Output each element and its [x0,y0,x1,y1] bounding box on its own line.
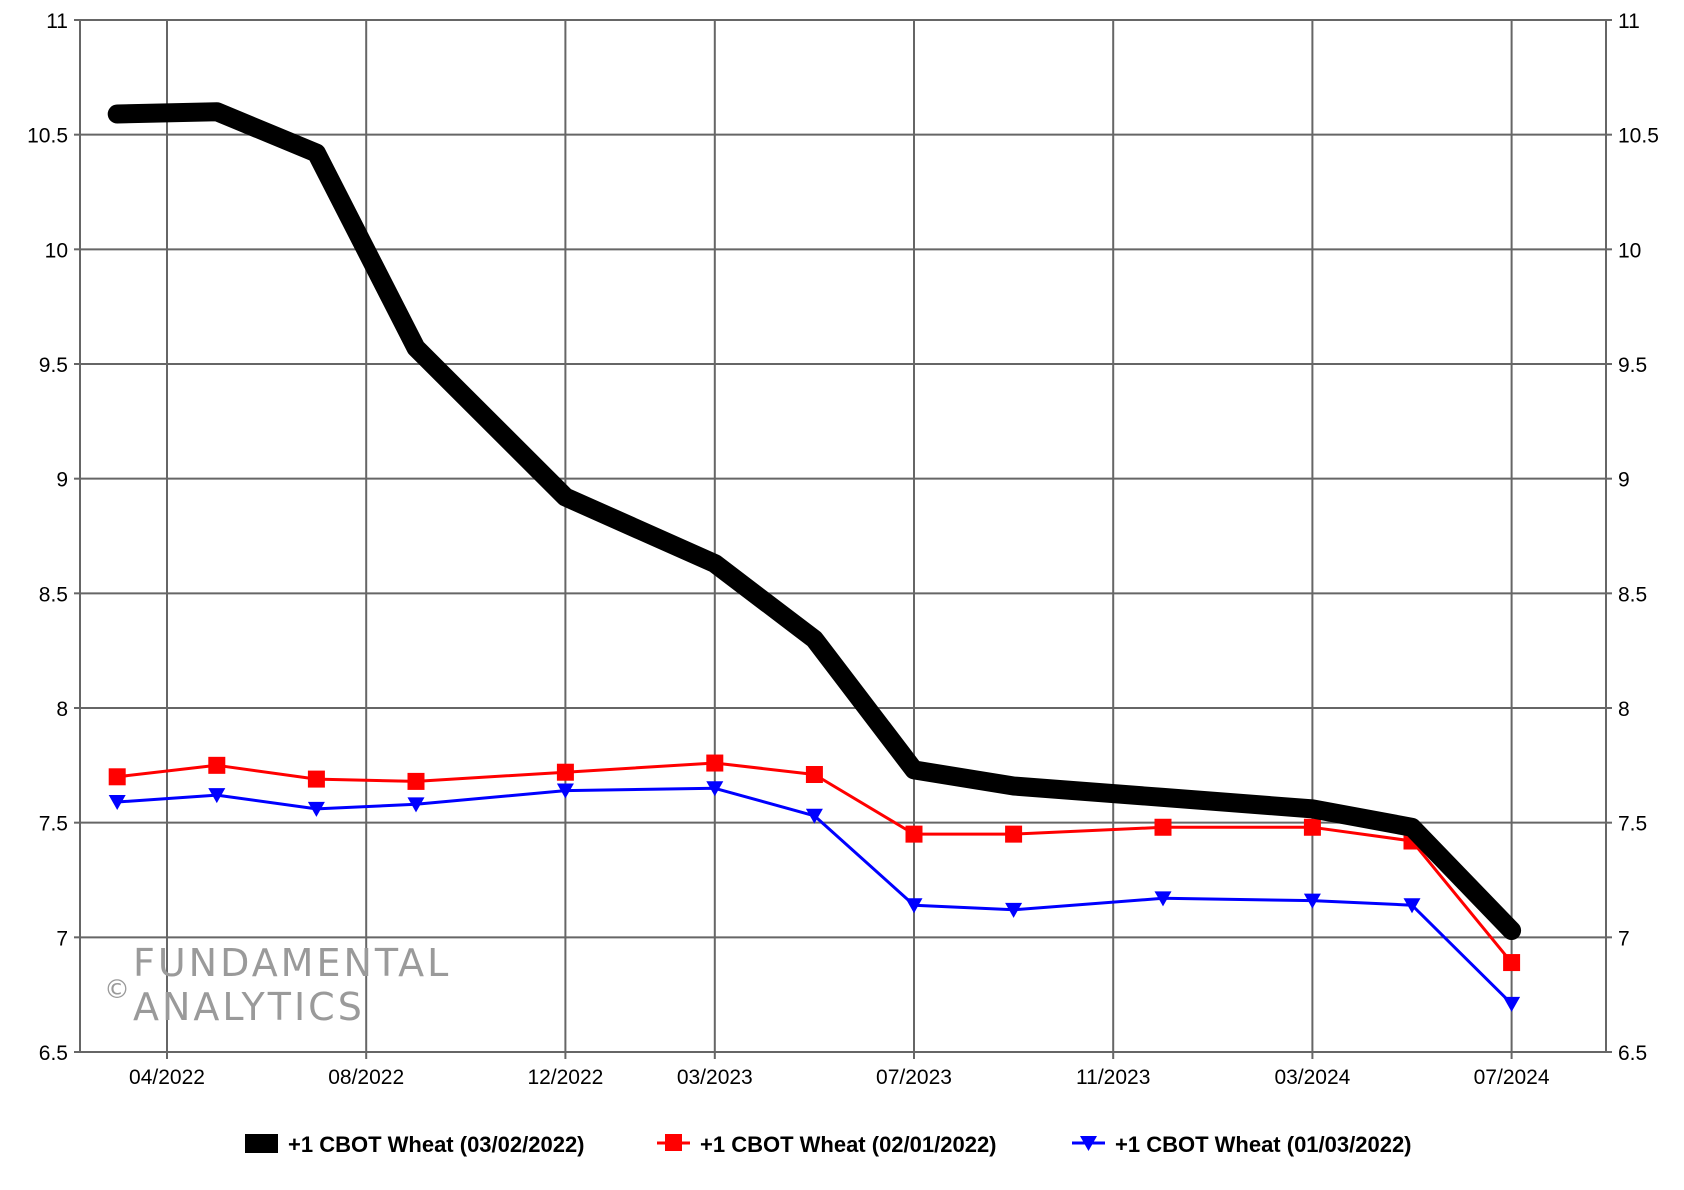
data-point-square [556,763,574,781]
series-line-0 [107,102,1522,940]
data-point-square [905,825,923,843]
y-tick-label-left: 9 [56,469,68,492]
data-point-square [706,754,724,772]
x-tick-label: 08/2022 [328,1066,404,1089]
data-point-triangle [905,898,923,914]
grid-lines [74,19,1612,1059]
watermark-line1: FUNDAMENTAL [133,941,451,985]
x-tick-label: 11/2023 [1076,1066,1150,1089]
legend-marker-square [665,1134,682,1151]
data-point-square [1154,818,1172,836]
legend-label-red: +1 CBOT Wheat (02/01/2022) [700,1132,997,1157]
y-axis-right: 6.5 7 7.5 8 8.5 9 9.5 10 10.5 11 [1618,10,1659,1065]
y-tick-label-left: 6.5 [39,1042,68,1065]
data-point-triangle [805,808,823,824]
x-tick-label: 04/2022 [129,1066,205,1089]
data-point-square [1303,818,1321,836]
data-point-triangle [208,788,226,804]
watermark: © FUNDAMENTAL ANALYTICS [104,941,451,1029]
y-tick-label-right: 10.5 [1618,125,1659,148]
legend-item-black: +1 CBOT Wheat (03/02/2022) [245,1132,585,1157]
x-tick-label: 12/2022 [527,1066,603,1089]
data-point-triangle [1005,902,1023,918]
y-tick-label-right: 8.5 [1618,583,1647,606]
y-tick-label-left: 9.5 [39,354,68,377]
data-point-square [805,766,823,784]
data-point-triangle [1403,898,1421,914]
data-point-triangle [108,795,126,811]
data-point-triangle [1503,996,1521,1012]
data-point-square [307,770,325,788]
x-tick-label: 07/2023 [876,1066,952,1089]
legend-label-blue: +1 CBOT Wheat (01/03/2022) [1115,1132,1412,1157]
data-point-square [1503,954,1521,972]
series-line-1 [115,761,1514,965]
y-tick-label-right: 9 [1618,469,1630,492]
data-point-square [208,756,226,774]
plot-border [79,19,1607,1053]
y-tick-label-left: 8 [56,698,68,721]
legend-swatch-black [245,1134,278,1153]
watermark-copyright: © [104,975,130,1005]
watermark-line2: ANALYTICS [133,985,365,1029]
x-axis: 04/2022 08/2022 12/2022 03/2023 07/2023 11/20… [129,1066,1550,1089]
y-tick-label-right: 8 [1618,698,1630,721]
y-tick-label-left: 10.5 [27,125,68,148]
y-tick-label-left: 11 [46,10,68,33]
y-tick-label-right: 9.5 [1618,354,1647,377]
legend-label-black: +1 CBOT Wheat (03/02/2022) [288,1132,585,1157]
y-tick-label-left: 7.5 [39,813,68,836]
data-point-triangle [307,801,325,817]
data-point-triangle [556,783,574,799]
legend-marker-triangle [1080,1136,1097,1151]
y-tick-label-left: 8.5 [39,583,68,606]
y-tick-label-right: 11 [1618,10,1640,33]
x-tick-label: 03/2023 [677,1066,753,1089]
data-point-triangle [1303,893,1321,909]
data-point-triangle [1154,891,1172,907]
y-tick-label-right: 10 [1618,239,1641,262]
y-axis-left: 6.5 7 7.5 8 8.5 9 9.5 10 10.5 11 [27,10,68,1065]
y-tick-label-left: 10 [45,239,68,262]
data-point-triangle [407,797,425,813]
y-tick-label-right: 7 [1618,927,1630,950]
y-tick-label-right: 6.5 [1618,1042,1647,1065]
data-point-square [1005,825,1023,843]
legend-item-blue: +1 CBOT Wheat (01/03/2022) [1072,1132,1412,1157]
y-tick-label-right: 7.5 [1618,813,1647,836]
data-point-square [407,772,425,790]
legend-item-red: +1 CBOT Wheat (02/01/2022) [657,1132,997,1157]
data-point-triangle [706,781,724,797]
legend: +1 CBOT Wheat (03/02/2022) +1 CBOT Wheat… [245,1132,1412,1157]
y-tick-label-left: 7 [56,927,68,950]
series-layer [107,102,1522,1012]
x-tick-label: 07/2024 [1474,1066,1550,1089]
x-tick-label: 03/2024 [1274,1066,1350,1089]
data-point-square [108,768,126,786]
